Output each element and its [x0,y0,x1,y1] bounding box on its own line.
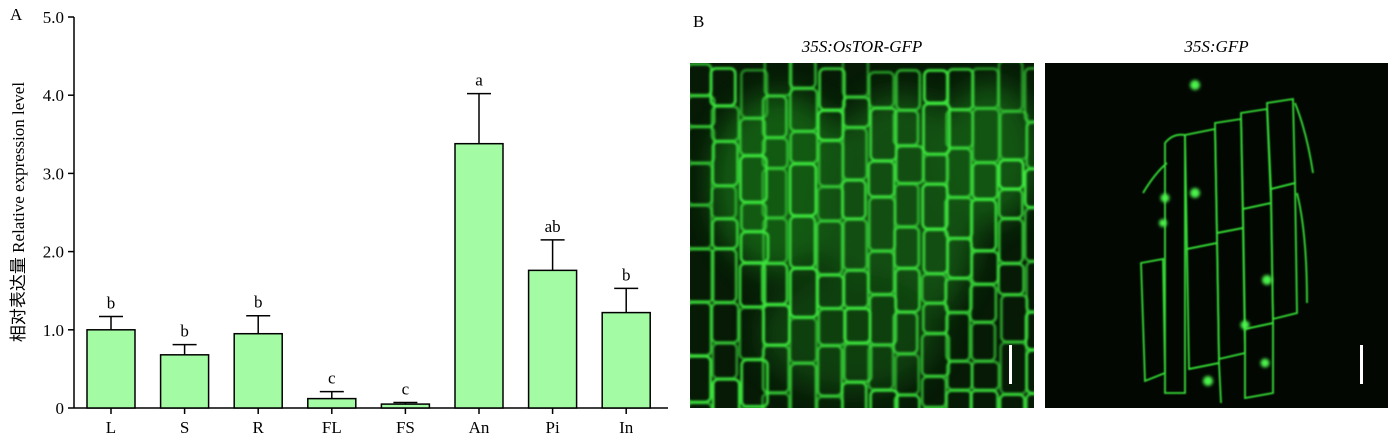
micrograph-gfp [1045,63,1388,408]
y-tick-label: 3.0 [43,164,64,183]
y-axis-label: 相对表达量 Relative expression level [9,82,28,342]
significance-label-FS: c [402,380,410,399]
y-tick-label: 2.0 [43,243,64,262]
y-tick-label: 4.0 [43,86,64,105]
bar-S [159,354,210,409]
significance-label-L: b [107,294,116,313]
x-tick-label-Pi: Pi [546,418,560,437]
significance-label-In: b [622,265,631,284]
significance-label-Pi: ab [545,217,561,236]
y-tick-label: 5.0 [43,8,64,27]
bar-L [86,329,136,409]
x-tick-label-FS: FS [396,418,415,437]
panel-a-label: A [10,5,23,24]
micrograph-ostor-gfp [690,63,1034,408]
x-tick-label-An: An [469,418,490,437]
bar-FL [307,397,357,409]
micrograph-title-gfp: 35S:GFP [1184,37,1249,56]
significance-label-R: b [254,293,263,312]
micrograph-title-ostor-gfp: 35S:OsTOR-GFP [801,37,923,56]
bar-An [454,142,504,409]
significance-label-FL: c [328,369,336,388]
y-tick-label: 0 [56,399,65,418]
significance-label-S: b [180,322,189,341]
bars: b b b c c a ab b [86,71,651,409]
bar-chart: 0 1.0 2.0 3.0 4.0 5.0 b b b c c a ab b L S R FL FS An Pi In… [9,8,668,437]
x-tick-labels: L S R FL FS An Pi In [106,408,634,437]
y-tick-label: 1.0 [43,321,64,340]
y-ticks: 0 1.0 2.0 3.0 4.0 5.0 [43,8,74,418]
bar-Pi [527,269,578,409]
x-tick-label-S: S [180,418,189,437]
bar-R [233,332,283,409]
scale-bar-right [1360,345,1363,384]
x-tick-label-L: L [106,418,116,437]
significance-label-An: a [475,71,483,90]
bar-FS [380,403,431,409]
panel-b-label: B [693,12,705,31]
x-tick-label-R: R [253,418,265,437]
bar-In [601,311,651,409]
x-tick-label-In: In [619,418,634,437]
scale-bar-left [1009,345,1012,384]
x-tick-label-FL: FL [322,418,342,437]
